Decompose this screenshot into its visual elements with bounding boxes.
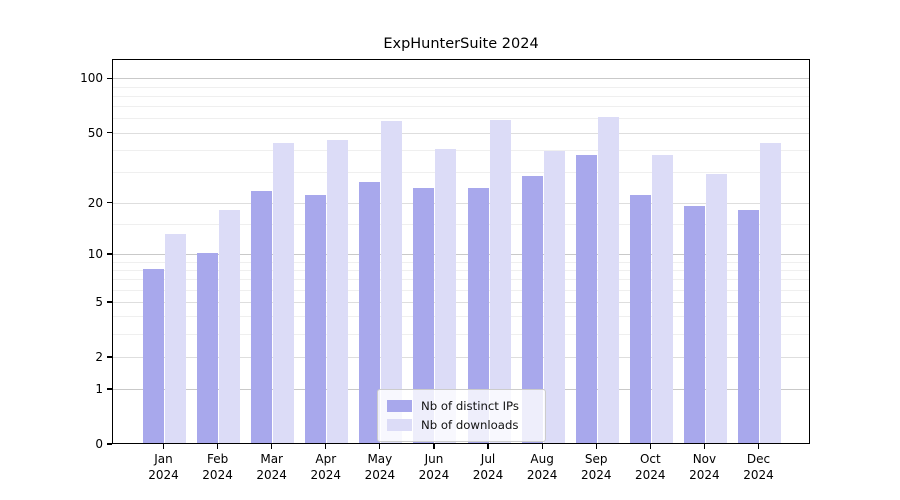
y-tick-mark-10 [107, 253, 112, 255]
x-tick-mark-nov [703, 444, 705, 449]
bar-ips-mar [251, 191, 273, 443]
legend-label-downloads: Nb of downloads [421, 418, 519, 432]
bar-downloads-jan [165, 233, 186, 443]
gridline-7 [113, 279, 809, 281]
y-tick-mark-5 [107, 301, 112, 303]
legend-label-distinct-ips: Nb of distinct IPs [421, 399, 519, 413]
chart-title: ExpHunterSuite 2024 [383, 36, 539, 52]
legend-swatch-distinct-ips [387, 400, 412, 412]
x-tick-label-apr: Apr 2024 [310, 452, 342, 482]
bar-ips-jun [413, 188, 435, 443]
bar-ips-aug [521, 176, 543, 443]
gridline-80 [113, 95, 809, 97]
x-tick-label-oct: Oct 2024 [635, 452, 666, 482]
gridline-9 [113, 261, 809, 263]
bar-ips-apr [305, 194, 327, 443]
bar-ips-jan [143, 268, 164, 443]
gridline-5 [113, 302, 809, 304]
y-tick-label-100: 100 [80, 71, 103, 86]
gridline-15 [113, 224, 809, 226]
y-tick-label-20: 20 [87, 195, 103, 210]
bar-downloads-feb [219, 209, 241, 443]
gridline-40 [113, 149, 809, 151]
bar-ips-sep [575, 154, 597, 443]
bar-ips-dec [738, 209, 759, 443]
gridline-30 [113, 171, 809, 173]
x-tick-label-jul: Jul 2024 [472, 452, 504, 482]
x-tick-mark-mar [271, 444, 273, 449]
x-tick-mark-feb [216, 444, 219, 449]
gridline-10 [113, 254, 809, 256]
legend-entry-distinct-ips: Nb of distinct IPs [387, 397, 536, 415]
gridline-20 [113, 202, 809, 204]
x-tick-mark-jun [433, 444, 435, 449]
gridline-4 [113, 316, 809, 318]
y-tick-label-10: 10 [87, 247, 103, 262]
x-tick-label-may: May 2024 [364, 452, 396, 482]
x-tick-mark-jul [487, 444, 489, 449]
gridline-90 [113, 86, 809, 88]
y-tick-label-50: 50 [87, 125, 103, 140]
y-tick-mark-50 [107, 131, 112, 134]
x-tick-mark-may [379, 444, 381, 449]
x-tick-mark-dec [757, 444, 760, 449]
bar-ips-nov [683, 205, 705, 443]
x-tick-mark-apr [325, 444, 327, 449]
bar-downloads-jul [489, 119, 511, 443]
plot-area [112, 59, 810, 444]
bar-downloads-aug [543, 150, 565, 443]
y-tick-mark-2 [107, 356, 112, 358]
bar-ips-oct [629, 194, 651, 443]
y-tick-mark-20 [107, 202, 112, 204]
bar-downloads-dec [760, 143, 781, 443]
bar-downloads-apr [327, 139, 349, 443]
y-tick-mark-100 [107, 77, 112, 79]
legend-entry-downloads: Nb of downloads [387, 416, 536, 434]
gridline-100 [113, 78, 809, 80]
gridline-50 [113, 132, 809, 134]
bar-downloads-jun [435, 148, 457, 443]
x-tick-mark-oct [649, 444, 651, 449]
x-tick-label-jun: Jun 2024 [418, 452, 450, 482]
gridline-6 [113, 289, 809, 291]
bar-ips-feb [197, 253, 219, 443]
gridline-70 [113, 106, 809, 108]
y-tick-mark-1 [107, 388, 112, 390]
y-tick-label-2: 2 [95, 349, 103, 364]
x-tick-label-nov: Nov 2024 [689, 452, 720, 482]
x-tick-mark-sep [595, 444, 597, 449]
y-tick-label-1: 1 [95, 382, 103, 397]
x-tick-label-aug: Aug 2024 [526, 452, 558, 482]
bar-ips-jul [467, 188, 489, 443]
x-tick-label-jan: Jan 2024 [148, 452, 179, 482]
y-tick-mark-0 [107, 443, 112, 445]
x-tick-label-sep: Sep 2024 [580, 452, 612, 482]
gridline-8 [113, 269, 809, 271]
x-tick-label-feb: Feb 2024 [202, 452, 233, 482]
legend-swatch-downloads [387, 419, 412, 431]
bar-downloads-oct [651, 154, 673, 443]
legend: Nb of distinct IPs Nb of downloads [377, 389, 546, 442]
x-tick-label-mar: Mar 2024 [256, 452, 287, 482]
x-tick-mark-aug [541, 444, 543, 449]
bar-downloads-nov [705, 173, 727, 443]
gridline-3 [113, 334, 809, 336]
bar-downloads-may [381, 121, 403, 443]
bar-downloads-sep [597, 117, 619, 443]
bar-ips-may [359, 181, 381, 443]
gridline-2 [113, 356, 809, 358]
bar-downloads-mar [273, 143, 295, 443]
x-tick-mark-jan [162, 444, 165, 449]
y-tick-label-5: 5 [95, 295, 103, 310]
gridline-60 [113, 118, 809, 120]
y-tick-label-0: 0 [95, 437, 103, 451]
x-tick-label-dec: Dec 2024 [743, 452, 774, 482]
